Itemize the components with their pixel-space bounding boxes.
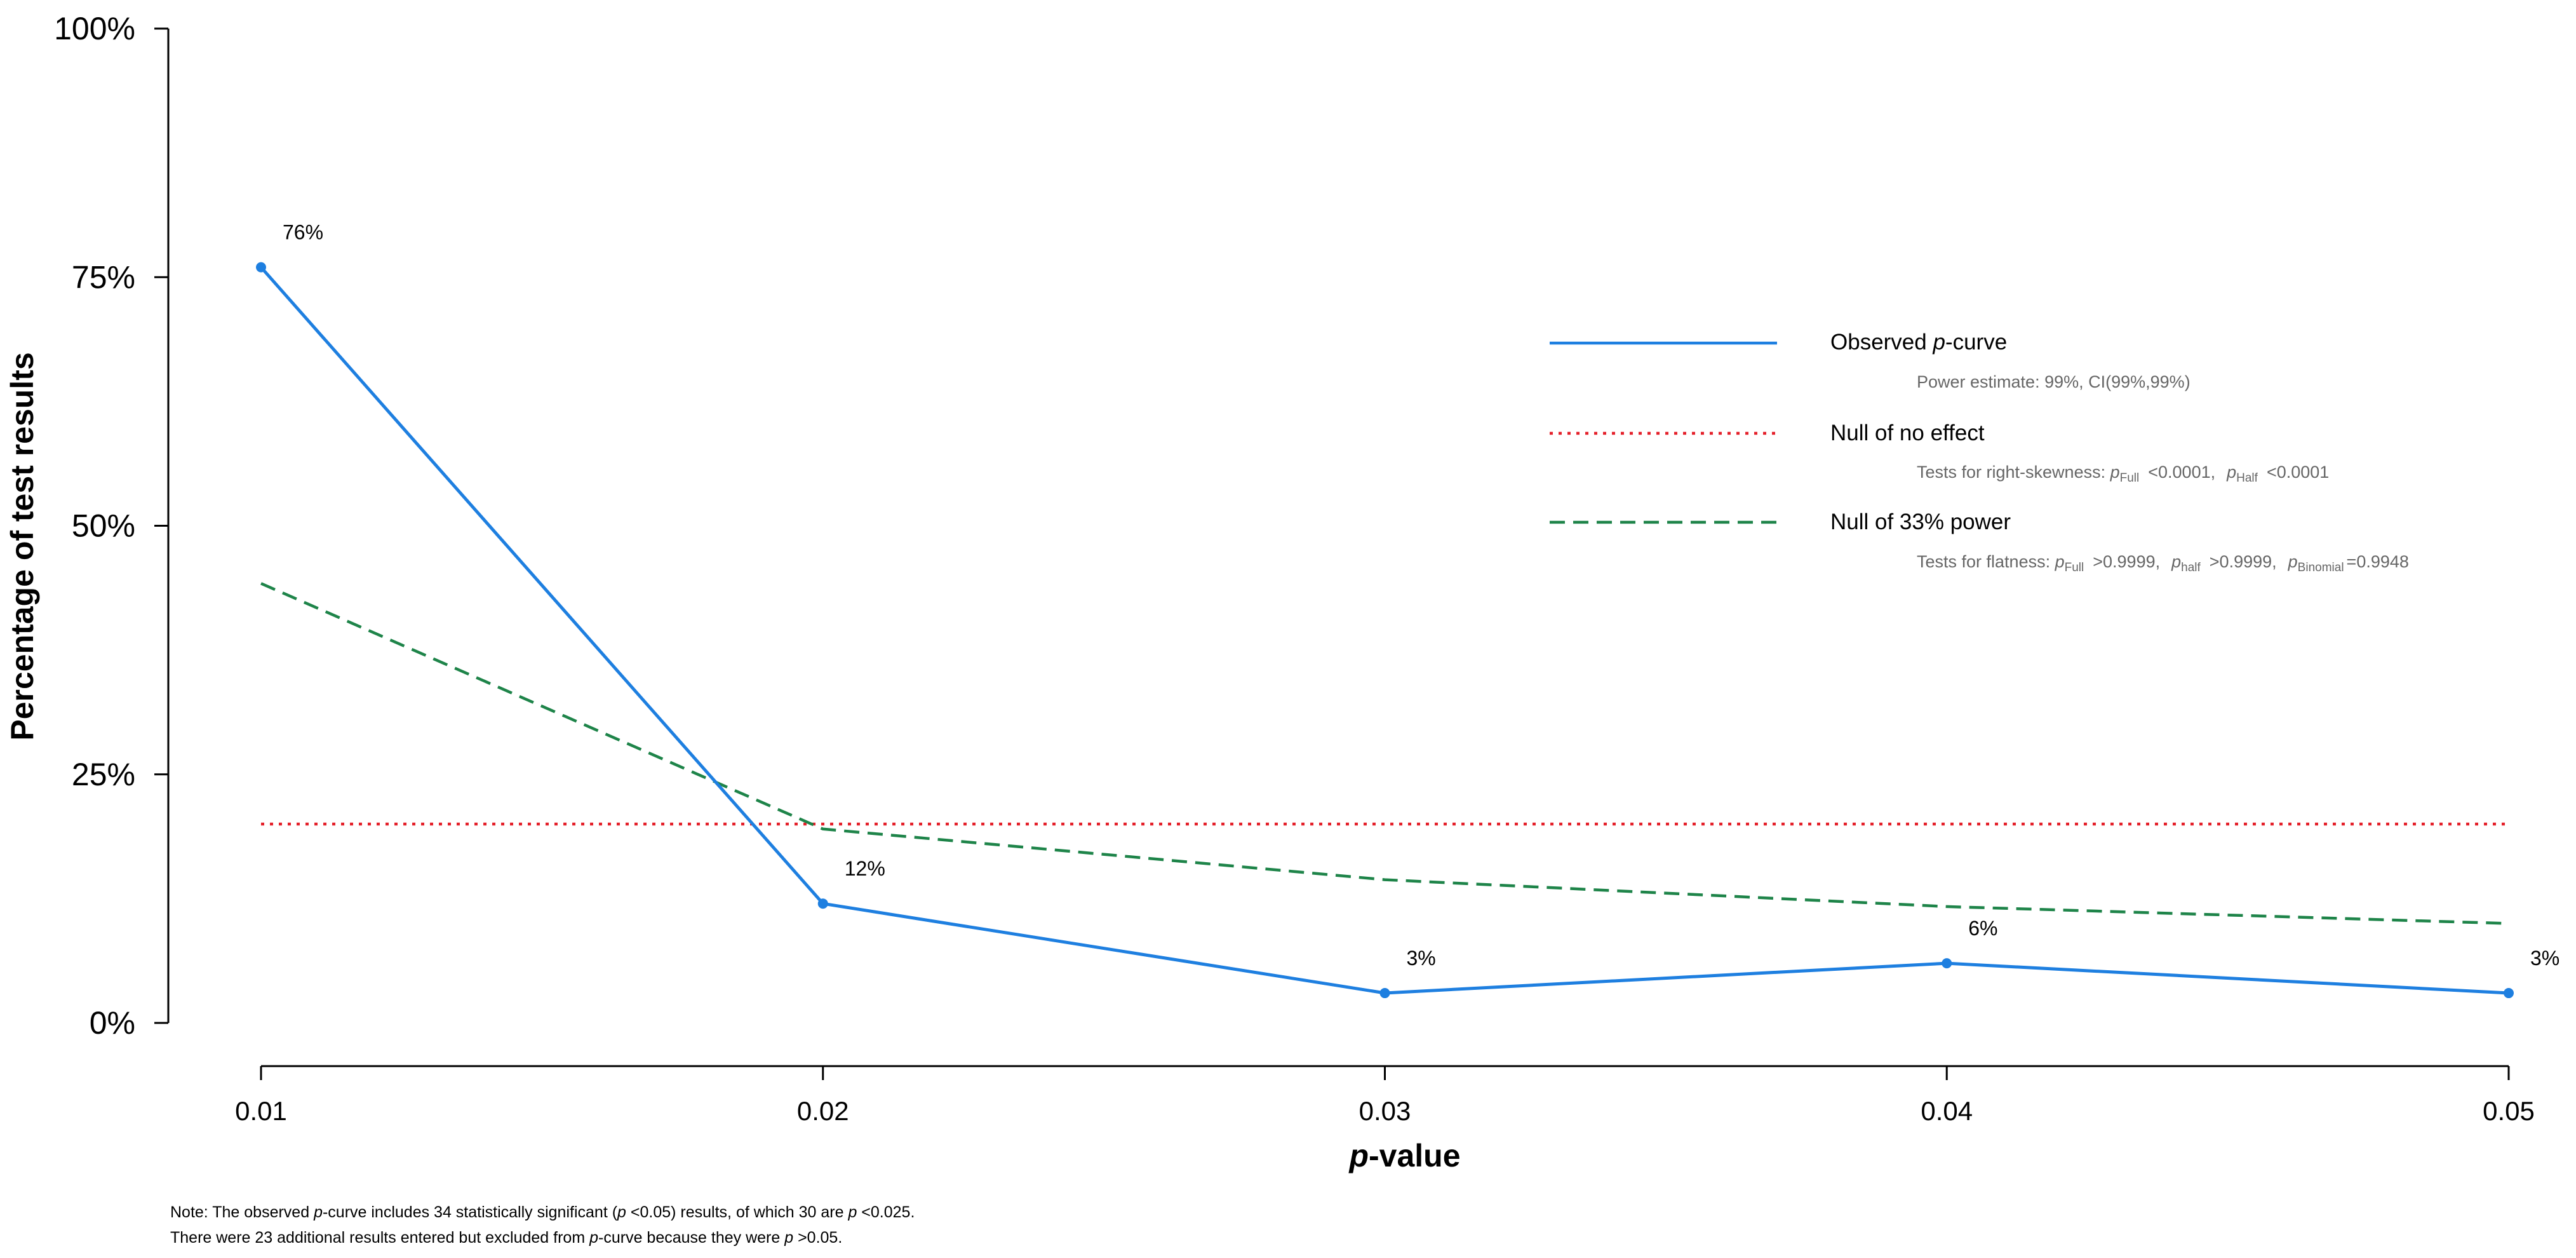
x-axis-title: p-value (1348, 1138, 1460, 1173)
x-tick-label-0: 0.01 (235, 1096, 287, 1126)
observed-point-1 (817, 898, 828, 909)
observed-point-label-2: 3% (1407, 947, 1436, 970)
y-tick-label-1: 25% (72, 757, 135, 792)
legend-label-observed: Observed p-curve (1830, 330, 2007, 355)
y-tick-label-3: 75% (72, 259, 135, 295)
legend-sub-null-33-power: Tests for flatness: pFull >0.9999, phalf >0… (1917, 552, 2409, 574)
data-points (256, 262, 2514, 999)
x-tick-label-2: 0.03 (1359, 1096, 1411, 1126)
point-labels: 76% 12% 3% 6% 3% (283, 221, 2559, 970)
observed-point-3 (1942, 958, 1952, 969)
footnote-line-2: There were 23 additional results entered… (170, 1229, 843, 1247)
y-tick-label-4: 100% (54, 11, 135, 46)
observed-point-label-0: 76% (283, 221, 323, 244)
y-tick-label-0: 0% (90, 1005, 135, 1041)
x-tick-label-1: 0.02 (797, 1096, 849, 1126)
legend-label-null-33-power: Null of 33% power (1830, 510, 2011, 534)
y-axis-title: Percentage of test results (4, 352, 40, 740)
y-tick-label-2: 50% (72, 508, 135, 544)
legend-sub-observed: Power estimate: 99%, CI(99%,99%) (1917, 372, 2190, 391)
observed-point-0 (256, 262, 266, 273)
series-line-2 (260, 582, 2509, 925)
x-tick-label-3: 0.04 (1921, 1096, 1973, 1126)
observed-point-2 (1379, 988, 1390, 999)
legend-label-null-no-effect: Null of no effect (1830, 421, 1985, 445)
legend: Observed p-curve Power estimate: 99%, CI… (1550, 330, 2409, 574)
observed-point-label-4: 3% (2530, 947, 2559, 970)
x-tick-label-4: 0.05 (2483, 1096, 2535, 1126)
legend-sub-null-no-effect: Tests for right-skewness: pFull <0.0001, p… (1917, 463, 2329, 485)
observed-point-label-1: 12% (845, 857, 885, 880)
axes: 0% 25% 50% 75% 100% 0.01 0.02 0.03 0.04 0.05 (54, 11, 2535, 1126)
observed-point-4 (2504, 988, 2514, 999)
footnote-line-1: Note: The observed p-curve includes 34 s… (170, 1203, 915, 1221)
observed-point-label-3: 6% (1968, 917, 1997, 940)
